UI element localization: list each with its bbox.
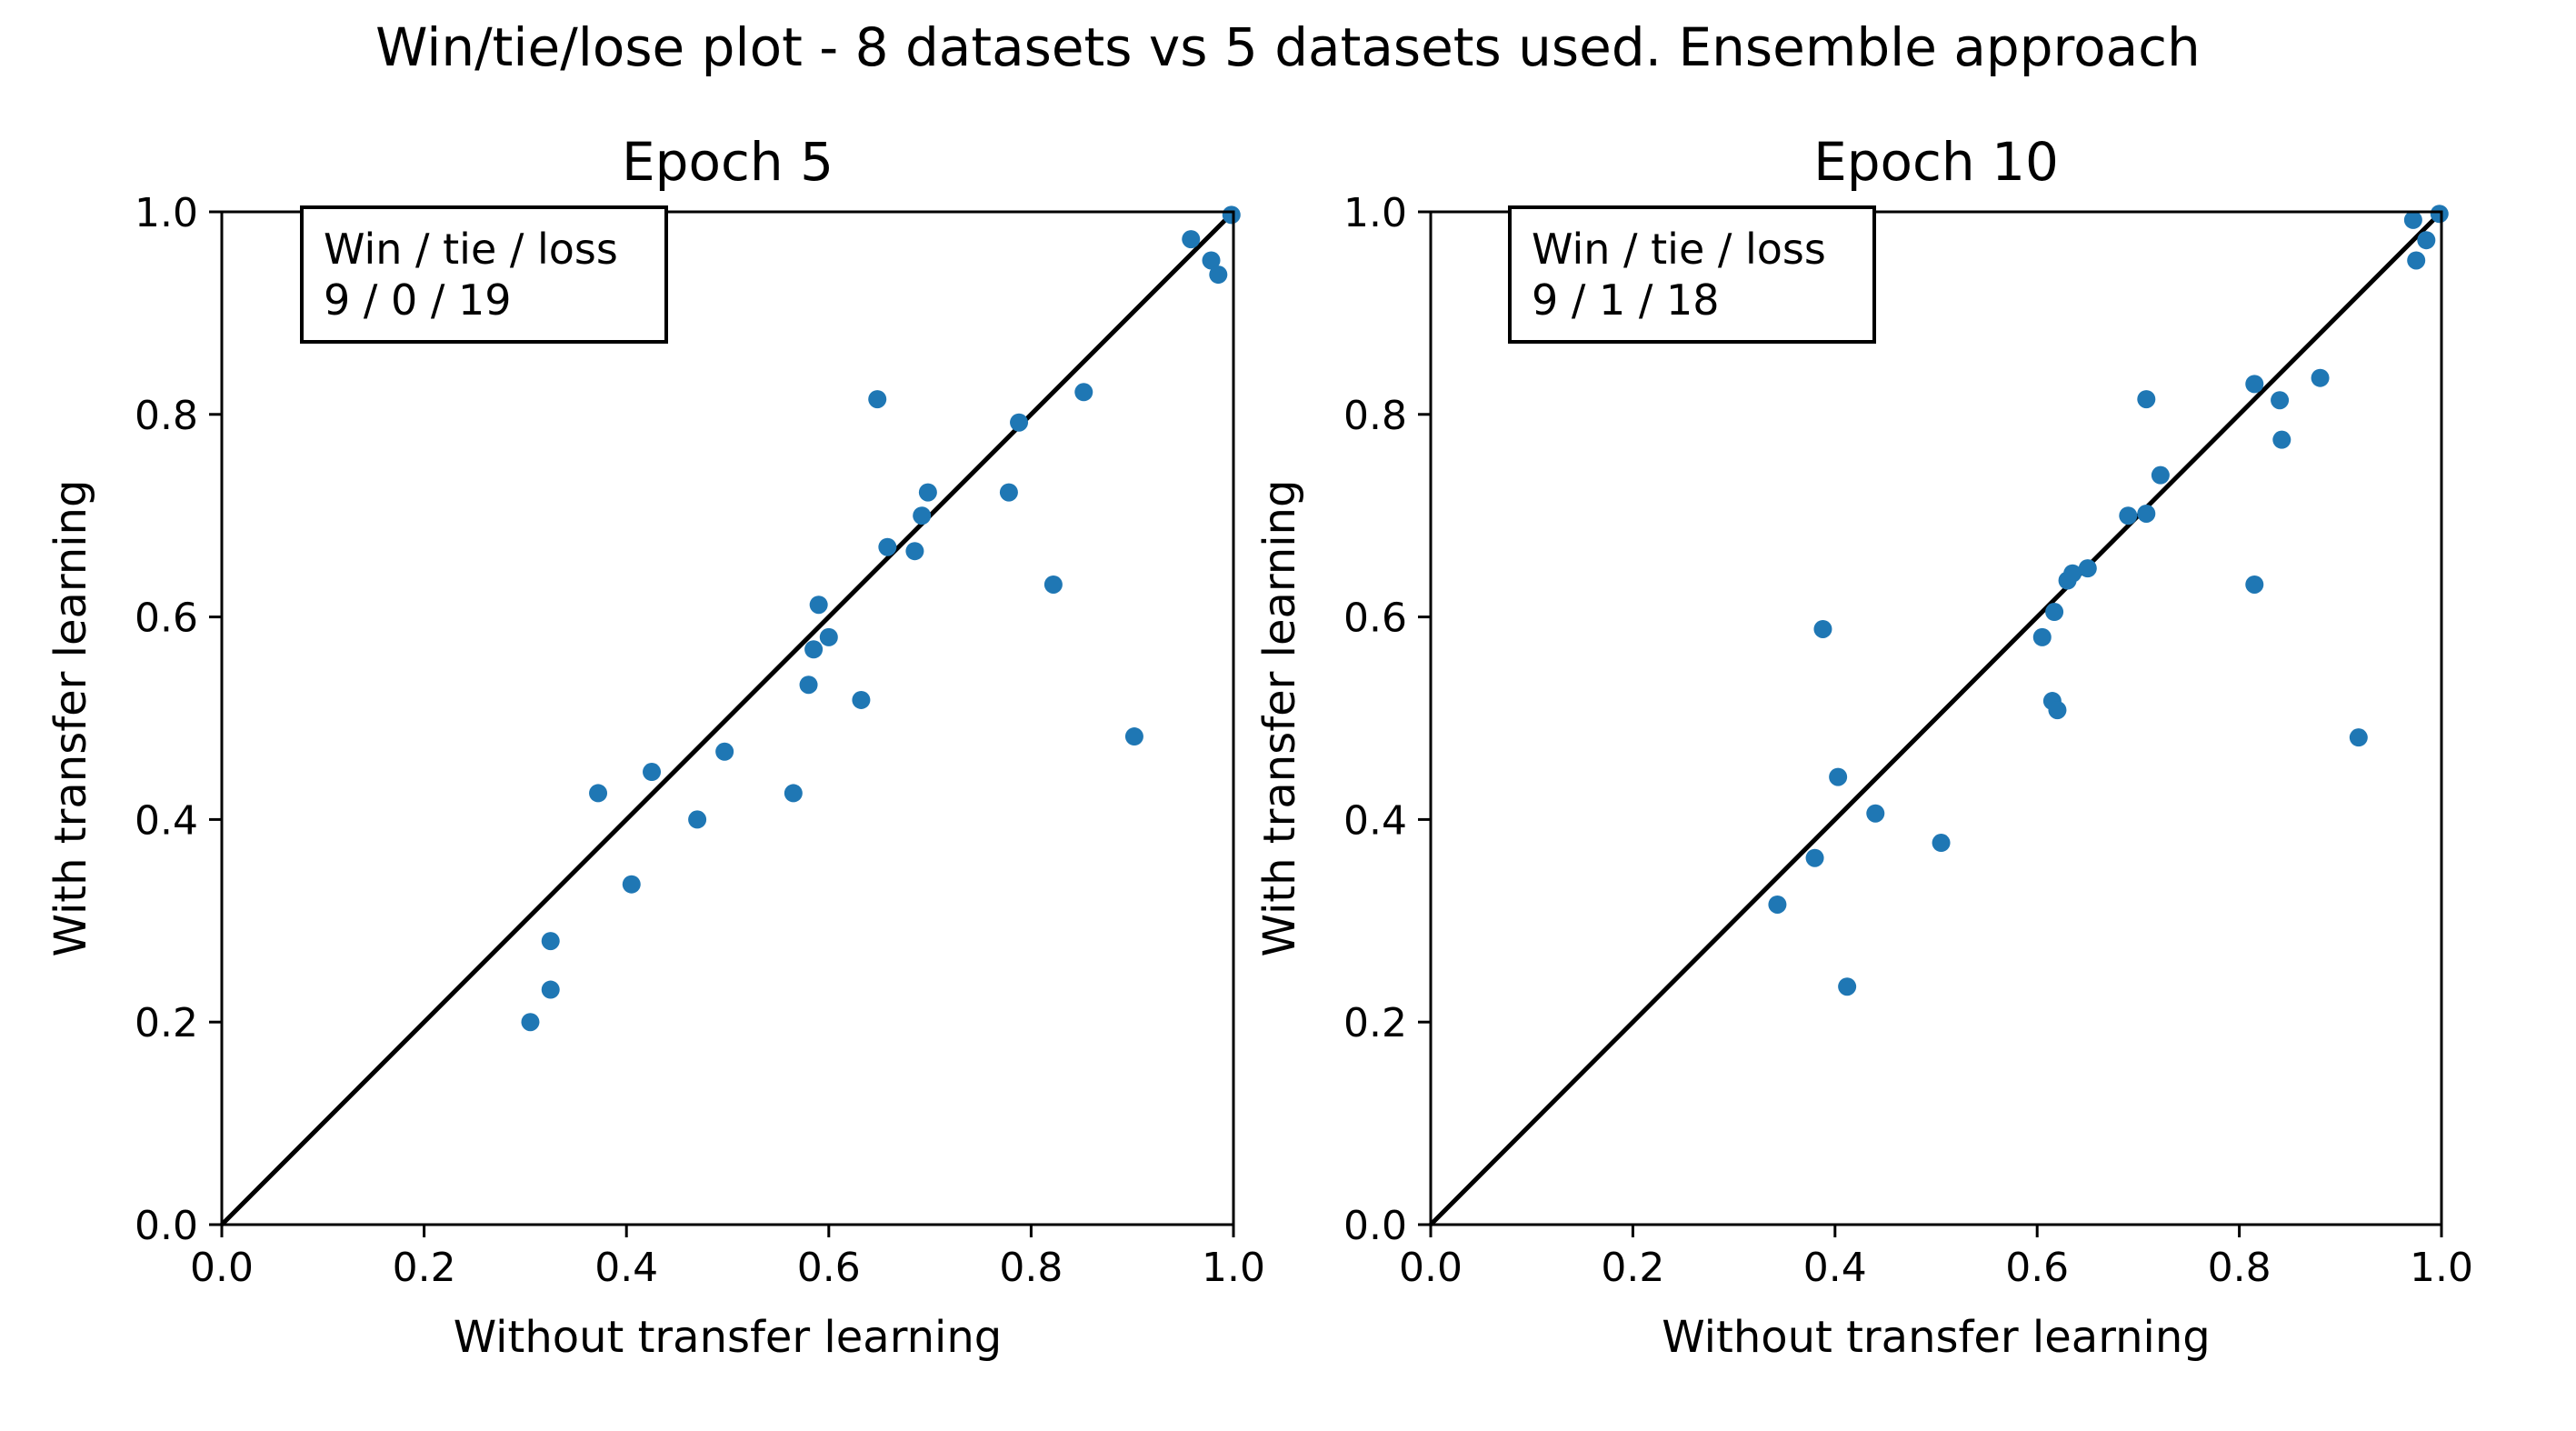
x-tick-label: 0.0 <box>1399 1245 1463 1291</box>
data-point <box>999 483 1018 502</box>
data-point <box>905 542 924 561</box>
data-point <box>2245 575 2264 594</box>
data-point <box>2245 375 2264 394</box>
y-tick-label: 0.4 <box>1343 797 1407 844</box>
plot-panel-2: Epoch 10 0.0 0.2 0.4 0.6 0.8 1.0 0.0 0.2 0.4 0.6 0.… <box>1254 131 2473 1363</box>
data-point <box>2430 205 2449 224</box>
data-point <box>1813 619 1832 638</box>
x-tick-label: 1.0 <box>1202 1245 1265 1291</box>
data-point <box>1838 977 1857 996</box>
y-tick-label: 0.2 <box>1343 1000 1407 1046</box>
figure-suptitle: Win/tie/lose plot - 8 datasets vs 5 data… <box>375 16 2201 78</box>
y-axis-label: With transfer learning <box>1254 480 1305 957</box>
data-point <box>2032 627 2052 646</box>
data-point <box>1074 383 1093 402</box>
data-point <box>804 640 824 659</box>
x-tick-label: 0.4 <box>1803 1245 1867 1291</box>
diagonal-reference-line <box>220 210 1235 1226</box>
diagonal-reference-line <box>1429 210 2443 1226</box>
data-point <box>809 595 828 615</box>
data-point <box>2137 390 2156 409</box>
y-tick-label: 0.2 <box>135 1000 198 1046</box>
y-tick-label: 1.0 <box>135 190 198 236</box>
data-point <box>1043 575 1063 594</box>
x-tick-label: 0.0 <box>190 1245 254 1291</box>
data-point <box>1182 230 1201 249</box>
data-point <box>1768 895 1787 914</box>
data-point <box>2272 430 2291 449</box>
data-point <box>1202 251 1221 270</box>
x-tick-label: 0.4 <box>594 1245 658 1291</box>
x-tick-label: 0.8 <box>999 1245 1063 1291</box>
x-axis-label: Without transfer learning <box>454 1312 1003 1363</box>
data-point <box>852 690 871 709</box>
data-point <box>2119 506 2138 525</box>
data-point <box>913 506 932 525</box>
data-point <box>2137 504 2156 523</box>
data-point <box>918 483 937 502</box>
data-point <box>2063 564 2082 583</box>
y-tick-label: 0.0 <box>1343 1203 1407 1249</box>
data-point <box>819 627 838 646</box>
data-point <box>541 932 560 951</box>
data-point <box>2311 368 2330 387</box>
plot-panels: Epoch 5 0.0 0.2 0.4 0.6 0.8 1.0 0.0 0.2 0.4 0.6 0.8… <box>45 131 2473 1363</box>
data-point <box>2407 251 2426 270</box>
data-point <box>2045 603 2064 622</box>
data-point <box>878 537 897 556</box>
data-point <box>2349 728 2368 747</box>
data-point <box>1222 205 1241 225</box>
data-point <box>643 763 662 782</box>
data-point <box>2078 559 2097 578</box>
data-point <box>1932 834 1951 853</box>
data-point <box>622 875 641 894</box>
x-tick-label: 0.6 <box>797 1245 861 1291</box>
annotation-counts: 9 / 0 / 19 <box>324 275 512 325</box>
x-tick-label: 0.8 <box>2208 1245 2271 1291</box>
x-tick-label: 0.2 <box>393 1245 456 1291</box>
data-point <box>1805 848 1824 867</box>
data-point <box>1829 767 1848 786</box>
data-point <box>541 980 560 999</box>
data-point <box>2271 391 2290 410</box>
x-tick-label: 0.2 <box>1601 1245 1664 1291</box>
data-point <box>784 784 803 803</box>
data-point <box>521 1013 540 1032</box>
data-point <box>589 784 608 803</box>
data-point <box>2048 701 2067 720</box>
data-point <box>1209 265 1228 285</box>
data-point <box>715 742 734 761</box>
data-point <box>1866 804 1885 823</box>
annotation-title: Win / tie / loss <box>1532 225 1826 274</box>
axes-frame <box>220 210 1235 1226</box>
plot-panel-1: Epoch 5 0.0 0.2 0.4 0.6 0.8 1.0 0.0 0.2 0.4 0.6 0.8… <box>45 131 1265 1363</box>
y-tick-label: 0.0 <box>135 1203 198 1249</box>
data-point <box>1124 727 1143 746</box>
data-point <box>799 675 818 695</box>
y-tick-label: 0.8 <box>1343 393 1407 439</box>
annotation-box <box>1508 205 1876 344</box>
y-tick-label: 0.8 <box>135 393 198 439</box>
annotation-title: Win / tie / loss <box>324 225 618 274</box>
y-tick-label: 0.6 <box>1343 595 1407 642</box>
data-point <box>2151 465 2170 485</box>
axes-frame <box>1429 210 2443 1226</box>
data-point <box>2403 210 2422 229</box>
annotation-box <box>300 205 668 344</box>
data-point <box>2417 231 2436 250</box>
plot-title: Epoch 5 <box>622 131 834 193</box>
y-tick-label: 0.6 <box>135 595 198 642</box>
x-axis-label: Without transfer learning <box>1662 1312 2211 1363</box>
x-tick-label: 0.6 <box>2005 1245 2069 1291</box>
data-point <box>868 390 887 409</box>
y-axis-label: With transfer learning <box>45 480 96 957</box>
x-tick-label: 1.0 <box>2410 1245 2473 1291</box>
plot-title: Epoch 10 <box>1813 131 2059 193</box>
y-tick-label: 0.4 <box>135 797 198 844</box>
data-point <box>1010 413 1029 432</box>
data-point <box>688 810 707 829</box>
annotation-counts: 9 / 1 / 18 <box>1532 275 1720 325</box>
y-tick-label: 1.0 <box>1343 190 1407 236</box>
